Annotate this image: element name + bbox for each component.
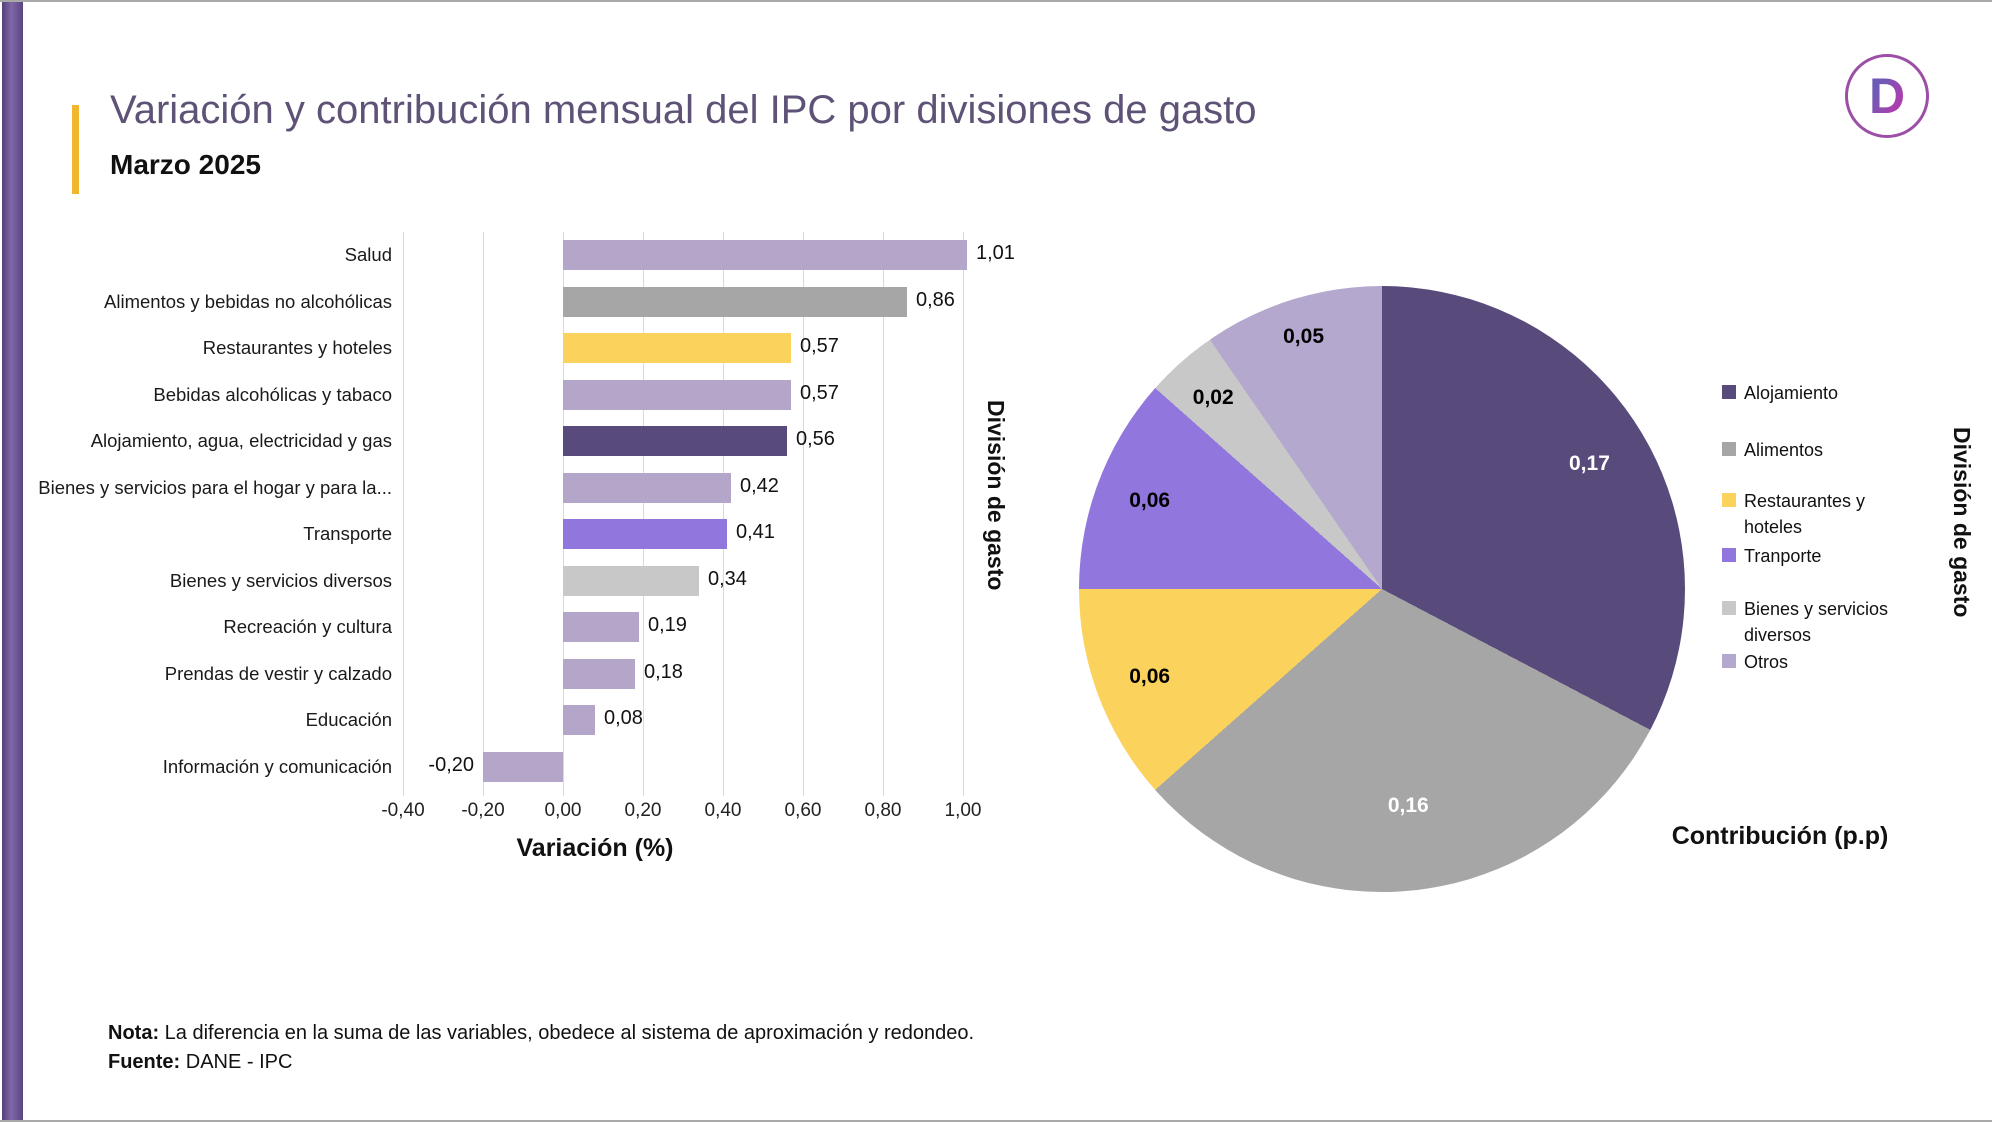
x-gridline: [483, 232, 484, 796]
bar-category-label: Recreación y cultura: [223, 616, 392, 638]
pie-slice-label: 0,06: [1129, 488, 1171, 512]
source-text: DANE - IPC: [180, 1051, 293, 1073]
note: Nota: La diferencia en la suma de las va…: [108, 1022, 974, 1045]
pie-slice-label: 0,06: [1129, 665, 1171, 689]
x-tick-label: 1,00: [944, 800, 982, 821]
left-accent-strip: [2, 2, 23, 1120]
page-subtitle: Marzo 2025: [110, 149, 261, 180]
bar-value-label: 0,57: [800, 381, 839, 404]
x-gridline: [723, 232, 724, 796]
bar-value-label: 0,08: [604, 707, 643, 730]
bar-value-label: 0,34: [708, 567, 747, 590]
page-title: Variación y contribución mensual del IPC…: [110, 88, 1257, 132]
legend-item: Otros: [1722, 649, 1919, 675]
pie-slice-label: 0,02: [1192, 386, 1234, 410]
bar: [563, 565, 699, 596]
pie-slice-label: 0,05: [1283, 325, 1324, 349]
legend-label: Otros: [1744, 652, 1789, 672]
legend-label: Alimentos: [1744, 440, 1824, 460]
legend-item: Alimentos: [1722, 437, 1919, 463]
source: Fuente: DANE - IPC: [108, 1051, 292, 1074]
note-label: Nota:: [108, 1022, 160, 1044]
x-tick-label: 0,80: [864, 800, 902, 821]
pie-chart-axis-title: Contribución (p.p): [1671, 822, 1889, 850]
pie-chart-y-axis-title: División de gasto: [1949, 427, 1975, 618]
bar: [563, 658, 635, 689]
bar: [563, 426, 787, 457]
x-gridline: [963, 232, 964, 796]
bar: [563, 705, 595, 736]
bar-category-label: Bienes y servicios diversos: [169, 569, 392, 591]
legend-swatch-icon: [1722, 654, 1736, 668]
legend-label: Alojamiento: [1744, 383, 1839, 403]
legend-swatch-icon: [1722, 385, 1736, 399]
bar: [563, 333, 791, 364]
bar-category-label: Información y comunicación: [162, 755, 392, 777]
x-tick-label: -0,40: [381, 800, 425, 821]
bar-value-label: 0,18: [644, 660, 683, 683]
bar-chart-x-ticks: -0,40 -0,20 0,00 0,20 0,40 0,60 0,80 1,00: [381, 800, 981, 826]
bar-category-label: Transporte: [303, 523, 392, 545]
dane-logo: D: [1845, 54, 1929, 138]
note-text: La diferencia en la suma de las variable…: [159, 1022, 975, 1044]
bar-category-label: Educación: [305, 709, 392, 731]
bar-value-label: 0,42: [740, 474, 779, 497]
bar-chart-x-axis-title: Variación (%): [516, 834, 674, 862]
bar: [563, 612, 639, 643]
bar-category-label: Restaurantes y hoteles: [202, 337, 392, 359]
bar-category-label: Alimentos y bebidas no alcohólicas: [104, 290, 392, 312]
bar-category-label: Bienes y servicios para el hogar y para …: [38, 476, 392, 498]
bar: [563, 379, 791, 410]
bar: [563, 240, 967, 271]
source-label: Fuente:: [108, 1051, 181, 1073]
x-tick-label: 0,20: [624, 800, 662, 821]
legend-item: Tranporte: [1722, 543, 1919, 569]
bar-chart-y-axis-title: División de gasto: [983, 400, 1009, 591]
bar-category-label: Prendas de vestir y calzado: [164, 662, 392, 684]
legend-item: Alojamiento: [1722, 380, 1919, 406]
bar-value-label: 0,41: [736, 521, 775, 544]
x-gridline: [403, 232, 404, 796]
bar-category-label: Salud: [344, 244, 392, 266]
legend-swatch-icon: [1722, 548, 1736, 562]
x-gridline: [563, 232, 564, 796]
bar-value-label: -0,20: [428, 753, 474, 776]
bar-category-label: Bebidas alcohólicas y tabaco: [153, 383, 392, 405]
legend-swatch-icon: [1722, 442, 1736, 456]
pie-slice-label: 0,16: [1387, 793, 1429, 817]
logo-letter-icon: D: [1868, 68, 1906, 124]
bar-value-label: 1,01: [976, 242, 1015, 265]
legend-label: Restaurantes y hoteles: [1744, 491, 1866, 537]
legend-label: Bienes y servicios diversos: [1744, 599, 1889, 645]
x-gridline: [803, 232, 804, 796]
bar: [483, 751, 563, 782]
legend-item: Restaurantes y hoteles: [1722, 488, 1919, 540]
bar-chart-category-labels: Salud Alimentos y bebidas no alcohólicas R…: [38, 232, 392, 790]
x-gridline: [883, 232, 884, 796]
x-tick-label: 0,00: [544, 800, 582, 821]
legend-item: Bienes y servicios diversos: [1722, 596, 1919, 648]
bar-chart-plot: 1,01 0,86 0,57 0,57 0,56 0,42 0,41 0,34 0,19 0,18…: [403, 232, 1015, 796]
bar: [563, 519, 727, 550]
x-tick-label: -0,20: [461, 800, 505, 821]
bar-value-label: 0,56: [796, 428, 835, 451]
x-gridline: [643, 232, 644, 796]
bar: [563, 472, 731, 503]
legend-swatch-icon: [1722, 493, 1736, 507]
title-accent-bar: [72, 105, 79, 194]
pie-slice-label: 0,17: [1569, 451, 1610, 475]
bar-value-label: 0,86: [916, 288, 955, 311]
bar-category-label: Alojamiento, agua, electricidad y gas: [90, 430, 392, 452]
legend-label: Tranporte: [1744, 546, 1822, 566]
x-tick-label: 0,60: [784, 800, 822, 821]
pie-chart: 0,17 0,16 0,06 0,06 0,02 0,05: [1079, 286, 1685, 892]
x-tick-label: 0,40: [704, 800, 742, 821]
legend-swatch-icon: [1722, 601, 1736, 615]
bar-value-label: 0,57: [800, 335, 839, 358]
bar: [563, 286, 907, 317]
bar-value-label: 0,19: [648, 614, 687, 637]
